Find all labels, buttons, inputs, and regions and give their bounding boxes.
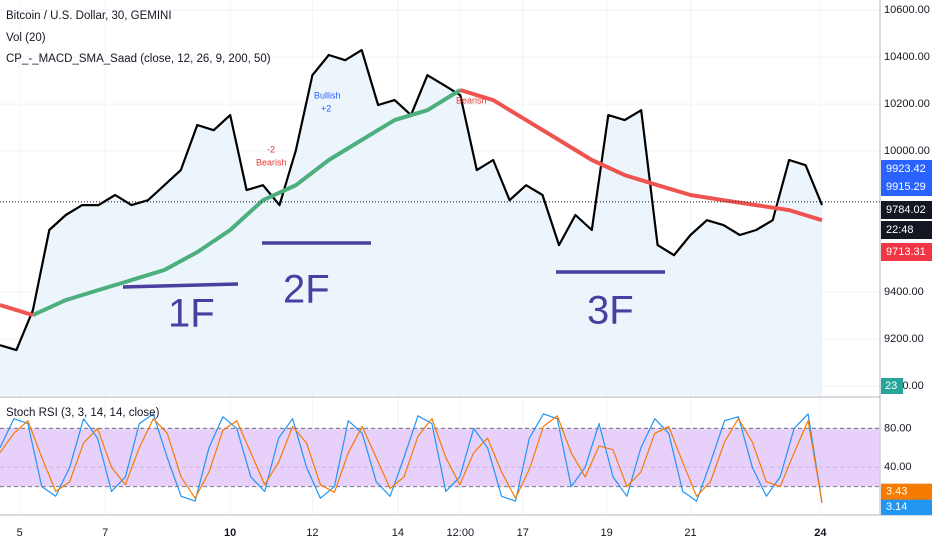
annotation: 2F xyxy=(283,268,330,312)
price-label: 22:48 xyxy=(886,224,914,236)
price-pane xyxy=(0,49,880,395)
indicator-label: CP_-_MACD_SMA_Saad (close, 12, 26, 9, 20… xyxy=(6,53,271,65)
x-tick-label: 19 xyxy=(601,527,613,539)
signal-label: Bearish xyxy=(256,157,287,167)
axes: 9000.009200.009400.0010000.0010200.00104… xyxy=(17,4,932,539)
y-tick-label: 80.00 xyxy=(884,422,912,434)
price-label: 9784.02 xyxy=(886,204,926,216)
volume-label: 23 xyxy=(885,380,897,392)
y-tick-label: 10400.00 xyxy=(884,51,930,63)
stoch-pane xyxy=(0,413,880,503)
indicator-label: Stoch RSI (3, 3, 14, 14, close) xyxy=(6,407,160,419)
x-tick-label: 17 xyxy=(517,527,529,539)
x-tick-label: 12:00 xyxy=(447,527,475,539)
x-tick-label: 24 xyxy=(814,527,827,539)
signal-label: Bullish xyxy=(314,90,341,100)
x-tick-label: 5 xyxy=(17,527,23,539)
y-tick-label: 9400.00 xyxy=(884,286,924,298)
last-value-label: 3.43 xyxy=(886,486,907,498)
price-label: 9915.29 xyxy=(886,181,926,193)
price-label-box xyxy=(881,160,932,178)
x-tick-label: 14 xyxy=(392,527,404,539)
y-tick-label: 9200.00 xyxy=(884,333,924,345)
y-tick-label: 40.00 xyxy=(884,461,912,473)
y-tick-label: 10600.00 xyxy=(884,4,930,16)
last-value-label: 3.14 xyxy=(886,501,907,513)
y-tick-label: 10200.00 xyxy=(884,98,930,110)
price-label: 9713.31 xyxy=(886,246,926,258)
price-label-box xyxy=(881,243,932,261)
moving-average xyxy=(32,88,462,317)
x-tick-label: 12 xyxy=(306,527,318,539)
y-tick-label: 10000.00 xyxy=(884,145,930,157)
annotation: 1F xyxy=(168,292,215,336)
price-label: 9923.42 xyxy=(886,163,926,175)
symbol-title: Bitcoin / U.S. Dollar, 30, GEMINI xyxy=(6,10,172,22)
level-line xyxy=(122,282,239,289)
x-tick-label: 21 xyxy=(684,527,696,539)
stoch-line xyxy=(0,413,823,503)
price-label-box xyxy=(881,221,932,239)
price-area xyxy=(0,50,822,395)
price-label-box xyxy=(881,178,932,196)
price-label-box xyxy=(881,201,932,219)
last-value-box xyxy=(881,483,932,500)
indicator-label: Vol (20) xyxy=(6,32,46,44)
band xyxy=(0,428,880,487)
last-value-box xyxy=(881,498,932,515)
signal-label: Bearish xyxy=(456,95,487,105)
stoch-line xyxy=(0,415,823,503)
signal-label: -2 xyxy=(267,144,275,154)
moving-average xyxy=(0,88,823,318)
annotation: 3F xyxy=(587,289,634,333)
x-tick-label: 7 xyxy=(102,527,108,539)
x-tick-label: 10 xyxy=(224,527,236,539)
signal-label: +2 xyxy=(321,103,331,113)
volume-label-box xyxy=(881,378,903,394)
